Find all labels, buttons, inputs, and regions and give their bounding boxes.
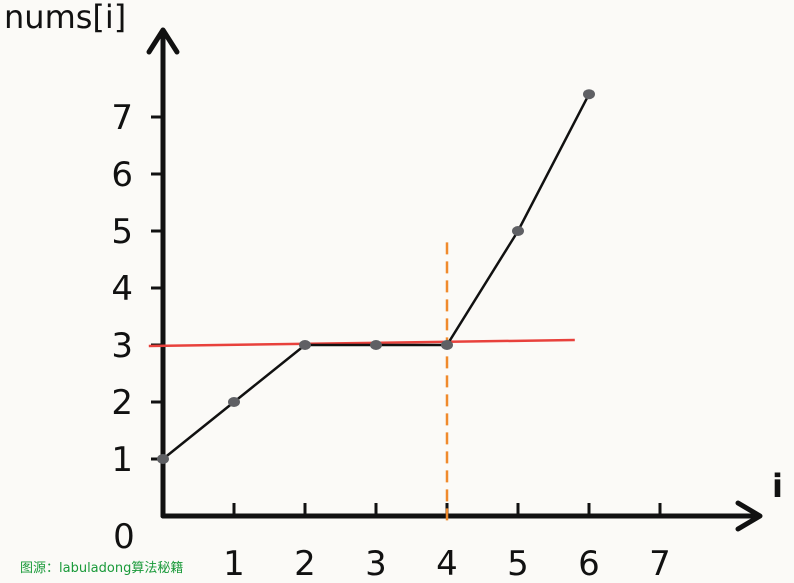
y-tick-label-1: 1	[111, 440, 133, 480]
y-tick-label-2: 2	[111, 383, 133, 423]
x-tick-label-4: 4	[436, 544, 458, 583]
x-tick-label-1: 1	[223, 544, 245, 583]
y-axis-label: nums[i]	[4, 0, 126, 36]
data-point-2	[299, 340, 311, 350]
data-point-3	[370, 340, 382, 350]
y-tick-label-7: 7	[111, 98, 133, 138]
x-axis-label: i	[772, 467, 783, 505]
data-point-1	[228, 397, 240, 407]
x-tick-label-5: 5	[507, 544, 529, 583]
x-axis-arrow	[735, 500, 763, 532]
axes	[146, 27, 763, 532]
y-tick-label-6: 6	[111, 155, 133, 195]
y-tick-label-4: 4	[111, 269, 133, 309]
x-tick-label-3: 3	[365, 544, 387, 583]
origin-label: 0	[113, 517, 135, 557]
watermark: 图源：labuladong算法秘籍	[20, 560, 183, 576]
series-line-0	[162, 93, 591, 460]
labels-group: 1 2 3 4 5 6 7 1 2 3 4 5 6 7 0 nums[i] i	[4, 0, 783, 583]
x-tick-label-7: 7	[649, 544, 671, 583]
y-tick-label-3: 3	[111, 326, 133, 366]
data-point-4	[441, 340, 453, 350]
series-group	[157, 89, 595, 464]
x-tick-label-6: 6	[578, 544, 600, 583]
y-axis-arrow	[146, 27, 180, 55]
data-point-0	[157, 454, 169, 464]
reference-lines	[148, 242, 575, 524]
data-point-5	[512, 226, 524, 236]
x-tick-label-2: 2	[294, 544, 316, 583]
data-point-6	[583, 89, 595, 100]
y-tick-label-5: 5	[111, 212, 133, 252]
red-horizontal-line	[148, 338, 575, 348]
